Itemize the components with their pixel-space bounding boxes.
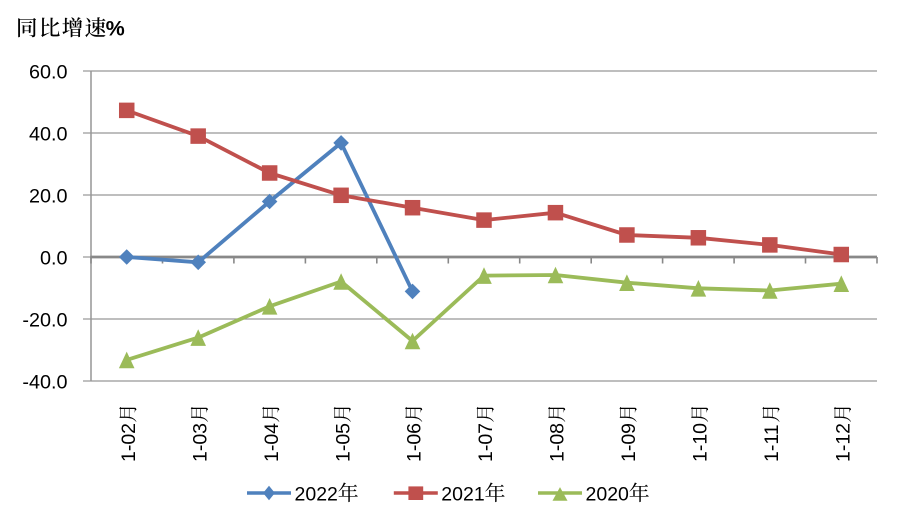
svg-text:1-03: 1-03 — [189, 423, 211, 462]
svg-text:%: % — [106, 17, 125, 41]
svg-text:1-09: 1-09 — [618, 423, 640, 462]
svg-text:1-12: 1-12 — [833, 423, 855, 462]
svg-text:2020: 2020 — [586, 484, 630, 506]
svg-text:0.0: 0.0 — [40, 248, 68, 270]
svg-text:1-05: 1-05 — [332, 423, 354, 462]
svg-text:1-04: 1-04 — [261, 423, 283, 462]
svg-text:-40.0: -40.0 — [22, 372, 67, 394]
svg-text:60.0: 60.0 — [29, 62, 68, 84]
svg-text:1-06: 1-06 — [404, 423, 426, 462]
svg-text:1-07: 1-07 — [475, 423, 497, 462]
svg-text:2021: 2021 — [441, 484, 484, 506]
svg-text:1-11: 1-11 — [761, 424, 783, 462]
svg-text:2022: 2022 — [295, 484, 338, 506]
svg-text:1-10: 1-10 — [690, 423, 712, 462]
svg-text:1-02: 1-02 — [118, 423, 140, 462]
svg-text:-20.0: -20.0 — [22, 310, 67, 332]
svg-text:20.0: 20.0 — [29, 186, 68, 208]
svg-text:1-08: 1-08 — [547, 423, 569, 462]
svg-text:40.0: 40.0 — [29, 124, 68, 146]
